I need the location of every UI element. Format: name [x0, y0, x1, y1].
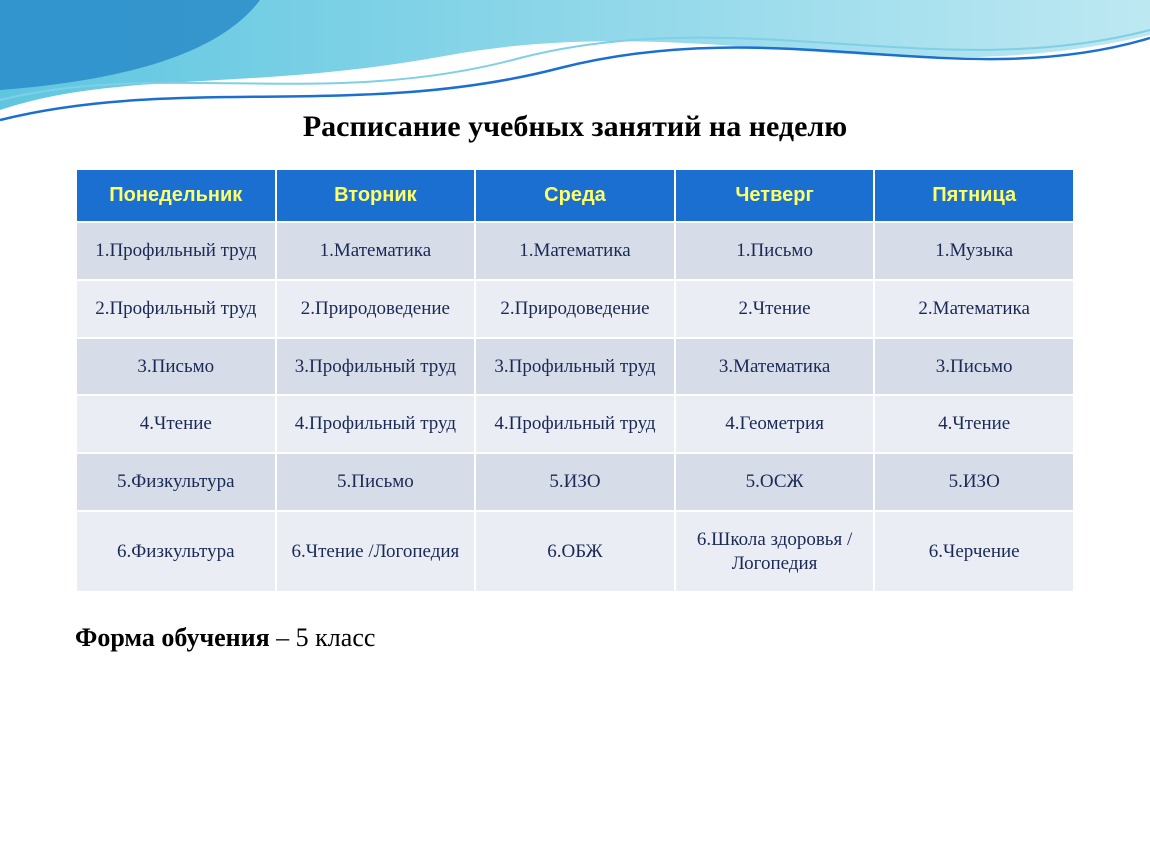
cell: 1.Математика [276, 222, 476, 280]
cell: 3.Профильный труд [475, 338, 675, 396]
table-row: 4.Чтение 4.Профильный труд 4.Профильный … [76, 395, 1074, 453]
cell: 6.Физкультура [76, 511, 276, 593]
cell: 2.Математика [874, 280, 1074, 338]
schedule-table: Понедельник Вторник Среда Четверг Пятниц… [75, 168, 1075, 593]
cell: 6.Школа здоровья /Логопедия [675, 511, 875, 593]
col-header: Среда [475, 169, 675, 222]
cell: 5.ОСЖ [675, 453, 875, 511]
col-header: Пятница [874, 169, 1074, 222]
cell: 2.Природоведение [475, 280, 675, 338]
cell: 2.Профильный труд [76, 280, 276, 338]
table-row: 5.Физкультура 5.Письмо 5.ИЗО 5.ОСЖ 5.ИЗО [76, 453, 1074, 511]
cell: 4.Геометрия [675, 395, 875, 453]
cell: 5.Письмо [276, 453, 476, 511]
cell: 6.Чтение /Логопедия [276, 511, 476, 593]
cell: 2.Природоведение [276, 280, 476, 338]
cell: 5.ИЗО [475, 453, 675, 511]
cell: 4.Профильный труд [276, 395, 476, 453]
cell: 1.Профильный труд [76, 222, 276, 280]
table-row: 6.Физкультура 6.Чтение /Логопедия 6.ОБЖ … [76, 511, 1074, 593]
cell: 4.Профильный труд [475, 395, 675, 453]
cell: 5.ИЗО [874, 453, 1074, 511]
cell: 4.Чтение [874, 395, 1074, 453]
cell: 3.Профильный труд [276, 338, 476, 396]
header-row: Понедельник Вторник Среда Четверг Пятниц… [76, 169, 1074, 222]
cell: 4.Чтение [76, 395, 276, 453]
cell: 3.Математика [675, 338, 875, 396]
footer-value: – 5 класс [270, 623, 376, 652]
cell: 1.Математика [475, 222, 675, 280]
footer-line: Форма обучения – 5 класс [75, 623, 1075, 653]
table-row: 2.Профильный труд 2.Природоведение 2.При… [76, 280, 1074, 338]
cell: 1.Письмо [675, 222, 875, 280]
table-row: 3.Письмо 3.Профильный труд 3.Профильный … [76, 338, 1074, 396]
table-row: 1.Профильный труд 1.Математика 1.Математ… [76, 222, 1074, 280]
col-header: Четверг [675, 169, 875, 222]
cell: 2.Чтение [675, 280, 875, 338]
page-title: Расписание учебных занятий на неделю [75, 110, 1075, 144]
cell: 3.Письмо [874, 338, 1074, 396]
cell: 6.ОБЖ [475, 511, 675, 593]
col-header: Вторник [276, 169, 476, 222]
cell: 5.Физкультура [76, 453, 276, 511]
cell: 1.Музыка [874, 222, 1074, 280]
cell: 6.Черчение [874, 511, 1074, 593]
col-header: Понедельник [76, 169, 276, 222]
footer-label: Форма обучения [75, 623, 270, 652]
cell: 3.Письмо [76, 338, 276, 396]
